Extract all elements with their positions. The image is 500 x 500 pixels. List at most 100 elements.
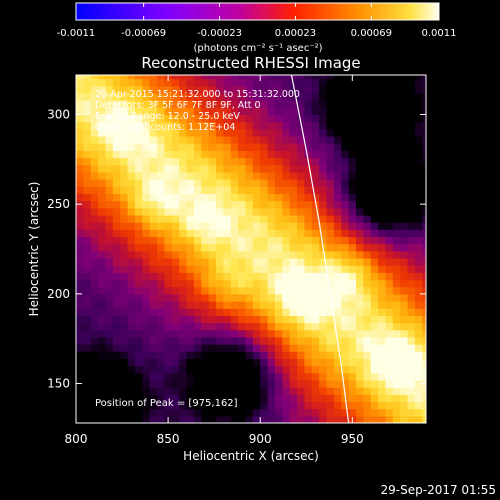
heatmap-cell (208, 236, 217, 245)
heatmap-cell (311, 329, 320, 338)
heatmap-cell (282, 236, 291, 245)
heatmap-cell (76, 351, 84, 360)
heatmap-cell (245, 78, 254, 87)
heatmap-cell (414, 408, 423, 417)
heatmap-cell (289, 308, 298, 316)
heatmap-cell (105, 272, 114, 281)
heatmap-cell (142, 394, 151, 403)
heatmap-cell (120, 379, 129, 388)
heatmap-cell (216, 236, 224, 245)
heatmap-cell (297, 387, 306, 395)
heatmap-cell (164, 408, 173, 417)
heatmap-cell (179, 315, 188, 324)
heatmap-cell (186, 135, 195, 144)
heatmap-cell (341, 200, 350, 209)
heatmap-cell (223, 286, 232, 295)
heatmap-cell (282, 301, 291, 309)
heatmap-cell (208, 372, 217, 381)
heatmap-cell (282, 135, 291, 144)
heatmap-cell (193, 135, 202, 144)
heatmap-cell (267, 372, 276, 381)
heatmap-cell (385, 322, 394, 331)
heatmap-cell (134, 179, 143, 187)
heatmap-cell (304, 387, 313, 395)
heatmap-cell (157, 358, 166, 367)
heatmap-cell (164, 257, 173, 266)
heatmap-cell (223, 85, 232, 94)
heatmap-cell (385, 157, 394, 166)
heatmap-cell (208, 222, 217, 230)
heatmap-cell (142, 157, 151, 166)
heatmap-cell (289, 315, 298, 324)
heatmap-cell (120, 179, 129, 187)
heatmap-cell (319, 415, 328, 423)
heatmap-cell (274, 265, 283, 273)
heatmap-cell (90, 150, 99, 159)
heatmap-cell (83, 193, 92, 202)
heatmap-cell (105, 186, 114, 194)
heatmap-cell (326, 222, 335, 230)
heatmap-cell (319, 164, 328, 173)
heatmap-cell (83, 214, 92, 223)
heatmap-cell (149, 186, 158, 194)
heatmap-cell (274, 365, 283, 374)
heatmap-cell (274, 301, 283, 309)
heatmap-cell (98, 121, 107, 130)
heatmap-cell (149, 107, 158, 116)
heatmap-cell (245, 408, 254, 417)
heatmap-cell (171, 157, 180, 166)
heatmap-cell (90, 179, 99, 187)
heatmap-cell (149, 329, 158, 338)
heatmap-cell (193, 121, 202, 130)
heatmap-cell (112, 128, 121, 137)
heatmap-cell (297, 308, 306, 316)
heatmap-cell (274, 207, 283, 216)
heatmap-cell (414, 257, 423, 266)
heatmap-cell (289, 408, 298, 417)
heatmap-cell (252, 150, 261, 159)
heatmap-cell (98, 408, 107, 417)
heatmap-cell (407, 135, 416, 144)
heatmap-cell (98, 329, 107, 338)
heatmap-cell (186, 379, 195, 388)
heatmap-cell (348, 200, 357, 209)
heatmap-cell (149, 372, 158, 381)
heatmap-cell (356, 379, 364, 388)
heatmap-cell (260, 394, 269, 403)
heatmap-cell (201, 344, 210, 352)
heatmap-cell (98, 272, 107, 281)
heatmap-cell (267, 329, 276, 338)
heatmap-cell (326, 243, 335, 252)
heatmap-cell (120, 415, 129, 423)
heatmap-cell (252, 336, 261, 345)
heatmap-cell (223, 179, 232, 187)
heatmap-cell (120, 358, 129, 367)
heatmap-cell (341, 265, 350, 273)
heatmap-cell (356, 387, 364, 395)
heatmap-cell (392, 171, 401, 180)
heatmap-cell (193, 222, 202, 230)
heatmap-cell (134, 401, 143, 410)
heatmap-cell (127, 265, 136, 273)
heatmap-cell (223, 214, 232, 223)
heatmap-cell (289, 387, 298, 395)
heatmap-cell (83, 293, 92, 302)
heatmap-cell (363, 365, 372, 374)
heatmap-cell (422, 236, 426, 245)
heatmap-cell (164, 222, 173, 230)
heatmap-cell (186, 128, 195, 137)
heatmap-cell (142, 128, 151, 137)
heatmap-cell (422, 336, 426, 345)
heatmap-cell (267, 171, 276, 180)
heatmap-cell (311, 85, 320, 94)
heatmap-cell (252, 344, 261, 352)
heatmap-cell (311, 236, 320, 245)
heatmap-cell (414, 107, 423, 116)
heatmap-cell (76, 100, 84, 108)
heatmap-cell (186, 229, 195, 238)
heatmap-cell (157, 200, 166, 209)
heatmap-cell (142, 344, 151, 352)
heatmap-cell (341, 107, 350, 116)
heatmap-cell (274, 250, 283, 259)
heatmap-cell (90, 394, 99, 403)
